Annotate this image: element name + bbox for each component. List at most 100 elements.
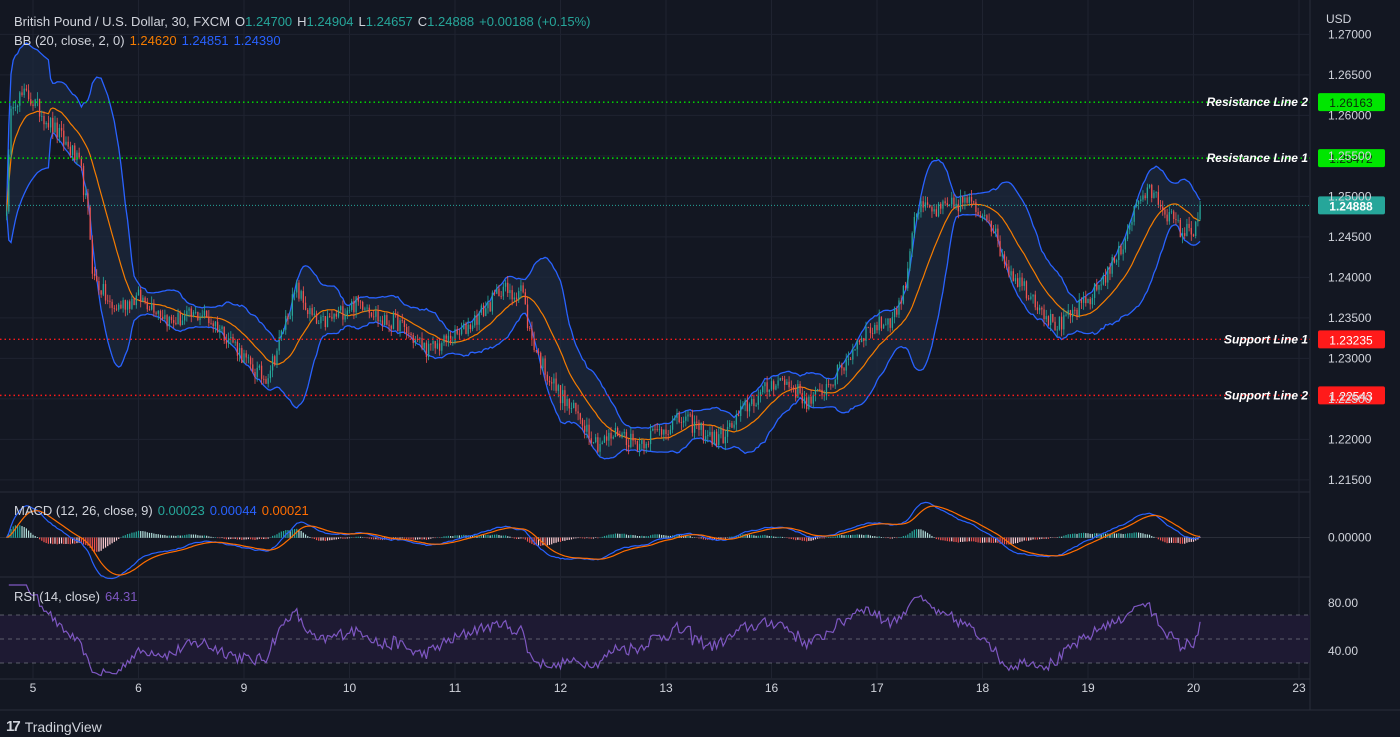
candle[interactable] <box>304 296 307 311</box>
candle[interactable] <box>849 356 852 361</box>
candle[interactable] <box>276 348 278 369</box>
candle[interactable] <box>904 281 907 291</box>
candle[interactable] <box>955 197 957 210</box>
candle[interactable] <box>1181 228 1184 244</box>
candle[interactable] <box>702 421 705 444</box>
candle[interactable] <box>766 376 768 400</box>
candle[interactable] <box>518 287 520 303</box>
candle[interactable] <box>34 98 36 108</box>
candle[interactable] <box>221 325 223 333</box>
candle[interactable] <box>880 316 883 332</box>
candle[interactable] <box>964 191 966 210</box>
candle[interactable] <box>570 402 573 413</box>
candle[interactable] <box>241 345 243 364</box>
candle[interactable] <box>573 399 575 409</box>
candle[interactable] <box>155 311 157 317</box>
candle[interactable] <box>43 111 45 131</box>
candle[interactable] <box>1021 272 1023 291</box>
level-price-tag[interactable] <box>1318 386 1385 405</box>
candle[interactable] <box>720 426 722 439</box>
candle[interactable] <box>656 423 658 432</box>
candle[interactable] <box>5 204 8 221</box>
candle[interactable] <box>1118 241 1120 268</box>
candle[interactable] <box>482 302 485 318</box>
candle[interactable] <box>803 390 806 409</box>
candle[interactable] <box>742 401 744 410</box>
candle[interactable] <box>392 311 395 330</box>
candle[interactable] <box>427 340 430 361</box>
candle[interactable] <box>135 292 137 309</box>
candle[interactable] <box>709 426 711 437</box>
candle[interactable] <box>660 426 663 438</box>
candle[interactable] <box>91 235 93 280</box>
candle[interactable] <box>663 429 665 442</box>
candle[interactable] <box>847 351 850 366</box>
candle[interactable] <box>476 309 478 332</box>
candle[interactable] <box>227 332 230 348</box>
candle[interactable] <box>559 385 562 411</box>
candle[interactable] <box>302 286 304 310</box>
candle[interactable] <box>133 297 135 306</box>
candle[interactable] <box>14 100 17 112</box>
candle[interactable] <box>82 163 85 202</box>
candle[interactable] <box>107 294 109 305</box>
candle[interactable] <box>487 295 489 314</box>
candle[interactable] <box>287 313 289 325</box>
candle[interactable] <box>520 279 522 299</box>
candle[interactable] <box>979 211 981 218</box>
candle[interactable] <box>988 213 990 225</box>
candle[interactable] <box>933 203 935 214</box>
candle[interactable] <box>379 316 381 323</box>
candle[interactable] <box>168 315 170 330</box>
candle[interactable] <box>693 415 696 439</box>
candle[interactable] <box>144 296 146 305</box>
candle[interactable] <box>795 384 797 402</box>
candle[interactable] <box>260 361 263 385</box>
candle[interactable] <box>234 340 236 346</box>
candle[interactable] <box>146 297 148 312</box>
candle[interactable] <box>131 295 133 310</box>
candle[interactable] <box>997 224 999 248</box>
candle[interactable] <box>19 91 21 113</box>
candle[interactable] <box>205 310 208 318</box>
candle[interactable] <box>801 386 803 409</box>
candle[interactable] <box>405 323 408 339</box>
candle[interactable] <box>977 207 979 216</box>
candle[interactable] <box>386 312 388 326</box>
candle[interactable] <box>460 322 463 336</box>
candle[interactable] <box>729 420 731 430</box>
candle[interactable] <box>401 313 403 324</box>
candle[interactable] <box>1056 325 1058 337</box>
candle[interactable] <box>1162 200 1164 216</box>
candle[interactable] <box>1159 200 1162 210</box>
candle[interactable] <box>909 248 911 272</box>
candle[interactable] <box>671 415 674 434</box>
candle[interactable] <box>76 150 78 165</box>
candle[interactable] <box>58 124 61 143</box>
candle[interactable] <box>524 288 526 305</box>
candle[interactable] <box>784 375 786 391</box>
candle[interactable] <box>1100 277 1102 291</box>
candle[interactable] <box>78 147 80 160</box>
candle[interactable] <box>619 430 621 438</box>
candle[interactable] <box>913 212 916 239</box>
candle[interactable] <box>973 200 975 205</box>
candle[interactable] <box>682 416 685 428</box>
candle[interactable] <box>384 312 386 326</box>
candle[interactable] <box>87 188 89 215</box>
candle[interactable] <box>992 225 995 234</box>
candle[interactable] <box>181 314 184 326</box>
candle[interactable] <box>410 331 412 340</box>
candle[interactable] <box>10 105 12 159</box>
candle[interactable] <box>638 437 641 457</box>
candle[interactable] <box>511 285 513 306</box>
candle[interactable] <box>920 197 922 218</box>
candle[interactable] <box>1060 312 1063 337</box>
candle[interactable] <box>841 362 843 376</box>
candle[interactable] <box>463 319 465 330</box>
candle[interactable] <box>922 196 924 213</box>
candle[interactable] <box>162 309 164 321</box>
candle[interactable] <box>1014 274 1017 284</box>
candle[interactable] <box>1146 183 1148 205</box>
candle[interactable] <box>256 361 258 382</box>
